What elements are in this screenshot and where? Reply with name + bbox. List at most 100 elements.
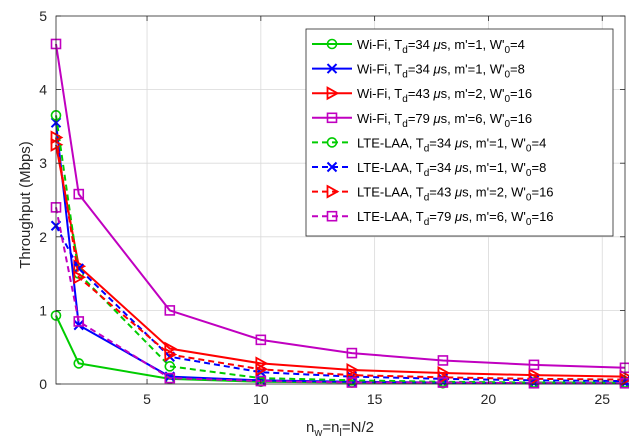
legend-entry: Wi-Fi, Td=34 μs, m'=1, W'0=4 — [312, 37, 525, 56]
series-line — [55, 225, 626, 383]
data-point — [528, 377, 540, 389]
legend-label-part: =16 — [531, 209, 553, 224]
legend-entry: Wi-Fi, Td=79 μs, m'=6, W'0=16 — [312, 111, 532, 130]
legend-marker — [326, 137, 338, 148]
legend-label-part: s, m'=2, W' — [441, 86, 505, 101]
x-tick-label: 5 — [143, 391, 151, 407]
y-tick-label: 2 — [39, 229, 47, 245]
legend-label: Wi-Fi, Td=34 μs, m'=1, W'0=8 — [357, 62, 525, 81]
legend-label-part: s, m'=1, W' — [462, 160, 526, 175]
legend-label-part: 0 — [526, 143, 532, 154]
data-point — [528, 359, 540, 371]
legend-label-part: 0 — [504, 94, 510, 105]
data-point — [73, 188, 85, 200]
legend-label-part: =4 — [510, 37, 525, 52]
legend-label-part: LTE-LAA, T — [357, 135, 424, 150]
legend-label-part: =16 — [510, 111, 532, 126]
legend-label: LTE-LAA, Td=79 μs, m'=6, W'0=16 — [357, 209, 554, 228]
legend-label-part: d — [424, 143, 430, 154]
legend-marker — [326, 38, 338, 50]
legend-marker — [326, 161, 338, 173]
data-point — [73, 358, 85, 369]
legend-label-part: =43 — [408, 86, 434, 101]
legend-label-part: μ — [454, 135, 462, 150]
legend: Wi-Fi, Td=34 μs, m'=1, W'0=4Wi-Fi, Td=34… — [305, 28, 614, 237]
y-axis-label: Throughput (Mbps) — [17, 141, 34, 269]
legend-label-part: =8 — [510, 62, 525, 77]
legend-label-part: =4 — [531, 135, 546, 150]
plot-frame — [55, 15, 626, 385]
series-line — [55, 144, 626, 378]
series-line — [55, 43, 626, 369]
legend-label-part: 0 — [504, 119, 510, 130]
legend-entry: LTE-LAA, Td=43 μs, m'=2, W'0=16 — [312, 184, 554, 204]
legend-entry: Wi-Fi, Td=43 μs, m'=2, W'0=16 — [312, 86, 532, 105]
data-point — [346, 347, 358, 359]
legend-label-part: Wi-Fi, T — [357, 37, 402, 52]
legend-label-part: d — [402, 70, 408, 81]
legend-label-part: s, m'=1, W' — [441, 62, 505, 77]
data-point — [255, 375, 267, 387]
legend-label-part: 0 — [526, 168, 532, 179]
legend-label-part: μ — [432, 62, 440, 77]
data-point — [50, 130, 64, 145]
legend-label-part: μ — [432, 111, 440, 126]
legend-label-part: Wi-Fi, T — [357, 111, 402, 126]
legend-entry: Wi-Fi, Td=34 μs, m'=1, W'0=8 — [312, 62, 525, 81]
series-layer — [50, 38, 629, 389]
x-tick-label: 25 — [594, 391, 610, 407]
legend-label-part: μ — [454, 185, 462, 200]
legend-label-part: =16 — [531, 185, 553, 200]
data-point — [73, 319, 84, 331]
legend-label-part: =34 — [429, 160, 455, 175]
legend-label-part: d — [424, 193, 430, 204]
legend-label: Wi-Fi, Td=79 μs, m'=6, W'0=16 — [357, 111, 532, 130]
data-point — [164, 305, 176, 316]
legend-label-part: s, m'=2, W' — [462, 185, 526, 200]
legend-label-part: =34 — [408, 37, 434, 52]
x-axis-label-n: n — [306, 419, 314, 436]
legend-label-part: d — [424, 168, 430, 179]
x-axis-label-eq: =n — [322, 419, 339, 436]
data-point — [255, 334, 267, 346]
x-tick-label: 10 — [253, 391, 269, 407]
data-point — [164, 372, 176, 384]
x-tick-label: 15 — [367, 391, 383, 407]
legend-entry: LTE-LAA, Td=34 μs, m'=1, W'0=4 — [312, 135, 546, 154]
x-axis-label-sub-w: w — [313, 427, 322, 438]
y-tick-label: 3 — [39, 155, 47, 171]
data-point — [164, 361, 176, 372]
data-point — [73, 263, 84, 274]
legend-label-part: LTE-LAA, T — [357, 185, 424, 200]
legend-label-part: μ — [454, 209, 462, 224]
data-point — [255, 362, 269, 377]
legend-label-part: 0 — [526, 217, 532, 228]
legend-label-part: Wi-Fi, T — [357, 62, 402, 77]
data-point — [437, 355, 449, 366]
legend-label-part: =34 — [408, 62, 434, 77]
data-point — [73, 270, 87, 285]
axis-ticks: 0 1 2 3 4 5 5 10 15 20 25 — [39, 8, 625, 407]
legend-label-part: s, m'=1, W' — [441, 37, 505, 52]
legend-label-part: =79 — [408, 111, 434, 126]
legend-entry: LTE-LAA, Td=79 μs, m'=6, W'0=16 — [312, 209, 554, 228]
legend-label: LTE-LAA, Td=34 μs, m'=1, W'0=8 — [357, 160, 546, 179]
data-point — [346, 377, 358, 388]
legend-label-part: Wi-Fi, T — [357, 86, 402, 101]
legend-label-part: =34 — [429, 135, 455, 150]
legend-marker — [326, 210, 338, 222]
y-tick-label: 5 — [39, 8, 47, 24]
legend-label: Wi-Fi, Td=34 μs, m'=1, W'0=4 — [357, 37, 525, 56]
x-axis-label: nw=nl=N/2 — [306, 419, 374, 438]
legend-marker — [326, 184, 340, 199]
legend-label-part: d — [402, 45, 408, 56]
legend-label: LTE-LAA, Td=34 μs, m'=1, W'0=4 — [357, 135, 546, 154]
series-line — [55, 207, 625, 385]
x-axis-label-end: =N/2 — [342, 419, 374, 436]
y-tick-label: 4 — [39, 82, 47, 98]
legend-label-part: 0 — [504, 45, 510, 56]
legend-label-part: 0 — [526, 193, 532, 204]
series-8 — [50, 202, 629, 389]
data-point — [164, 347, 178, 362]
